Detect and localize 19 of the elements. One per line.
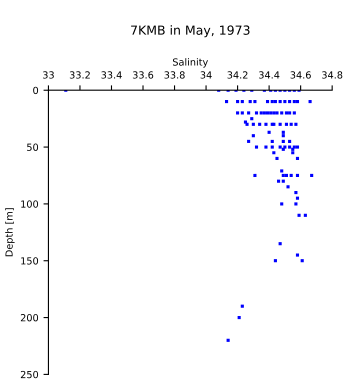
x-tick-label: 34.2	[228, 71, 248, 79]
y-tick-label: 250	[20, 370, 38, 378]
x-tick-label: 34.8	[322, 71, 342, 79]
y-tick-label: 50	[27, 144, 38, 151]
x-tick-label: 33	[42, 71, 54, 79]
x-tick-label: 34.6	[290, 71, 311, 79]
chart-title: 7KMB in May, 1973	[131, 25, 250, 38]
x-tick-label: 33.6	[132, 71, 154, 79]
y-tick-label: 200	[20, 314, 38, 322]
y-tick-label: 150	[21, 257, 38, 265]
x-tick-label: 34	[200, 71, 212, 79]
y-tick-label: 100	[21, 200, 38, 208]
x-tick-label: 34.4	[259, 71, 280, 79]
x-tick-label: 33.4	[101, 71, 122, 79]
y-axis-title: Depth [m]	[5, 208, 15, 256]
y-tick-label: 0	[33, 86, 38, 94]
x-tick-label: 33.2	[70, 71, 90, 79]
x-tick-label: 33.8	[164, 71, 185, 79]
x-axis-title: Salinity	[172, 58, 208, 68]
